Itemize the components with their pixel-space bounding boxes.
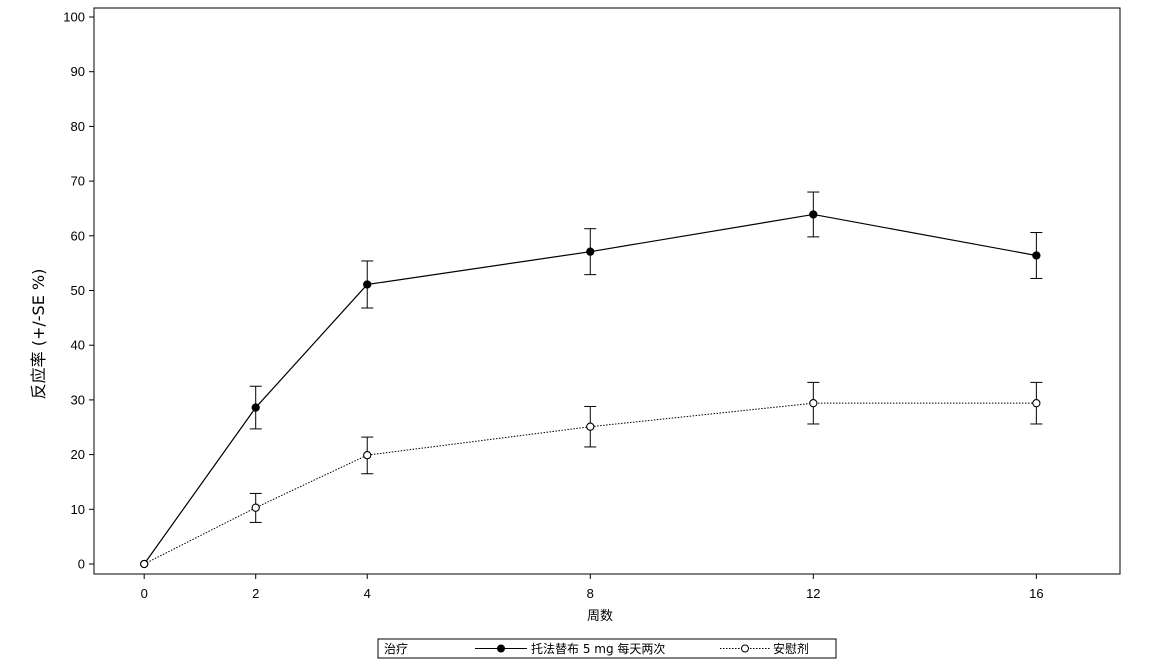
y-axis: 0 10 20 30 40 50 60 70 80 90 100 — [63, 10, 94, 572]
y-tick-label: 30 — [71, 392, 85, 407]
data-point — [251, 503, 260, 512]
series-line — [143, 402, 1037, 565]
data-point — [363, 280, 372, 289]
series-0 — [140, 191, 1043, 569]
legend: 治疗 托法替布 5 mg 每天两次 安慰剂 — [377, 638, 837, 659]
data-point — [251, 403, 260, 412]
y-tick-label: 0 — [78, 557, 85, 572]
y-tick-label: 80 — [71, 119, 85, 134]
x-tick-label: 4 — [364, 586, 371, 601]
data-point — [1032, 399, 1041, 408]
series-layer — [140, 191, 1043, 569]
legend-box — [377, 638, 837, 659]
legend-label-tofacitinib: 托法替布 5 mg 每天两次 — [531, 641, 665, 656]
x-axis: 0 2 4 8 12 16 — [141, 574, 1044, 601]
legend-marker-placebo — [741, 644, 749, 653]
x-axis-title: 周数 — [587, 609, 613, 624]
legend-label-placebo: 安慰剂 — [773, 641, 809, 656]
y-tick-label: 10 — [71, 502, 85, 517]
data-point — [1032, 251, 1041, 260]
legend-marker-tofacitinib — [497, 644, 505, 653]
y-tick-label: 90 — [71, 64, 85, 79]
series-1 — [140, 381, 1043, 569]
data-point — [586, 247, 595, 256]
y-tick-label: 70 — [71, 174, 85, 189]
plot-area-frame — [93, 7, 1121, 575]
y-tick-label: 20 — [71, 447, 85, 462]
data-point — [363, 450, 372, 460]
data-point — [586, 422, 595, 431]
x-tick-label: 2 — [252, 586, 259, 601]
x-tick-label: 0 — [141, 586, 148, 601]
data-point — [140, 559, 149, 569]
y-tick-label: 60 — [71, 228, 85, 243]
data-point — [809, 210, 818, 219]
series-line — [143, 213, 1037, 565]
y-tick-label: 50 — [71, 283, 85, 298]
y-tick-label: 40 — [71, 338, 85, 353]
data-point — [809, 399, 818, 408]
x-tick-label: 16 — [1029, 586, 1043, 601]
x-tick-label: 8 — [587, 586, 594, 601]
legend-title: 治疗 — [384, 642, 408, 656]
x-tick-label: 12 — [806, 586, 820, 601]
y-tick-label: 100 — [63, 10, 85, 25]
y-axis-title: 反应率 (+/-SE %) — [29, 269, 48, 400]
